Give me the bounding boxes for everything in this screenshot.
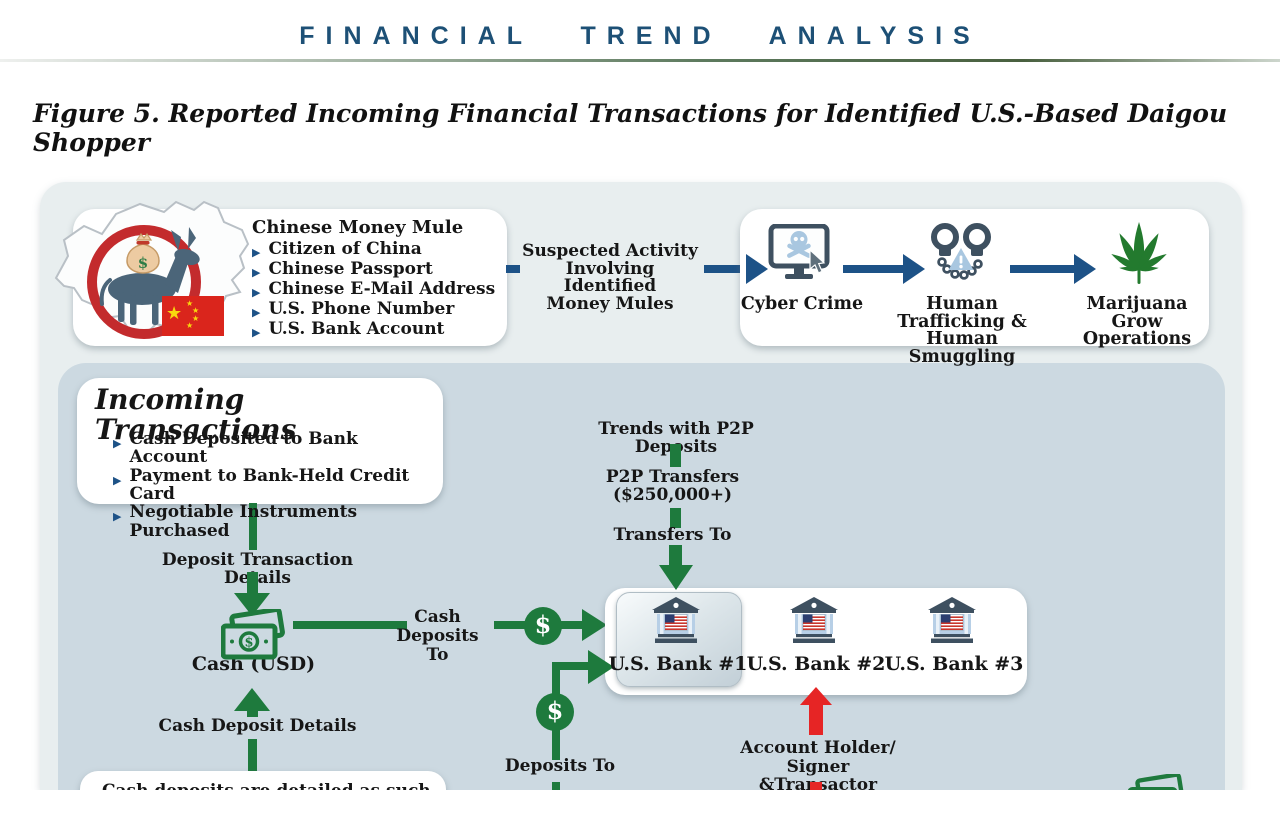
us-bank-2-label: U.S. Bank #2 [746, 653, 886, 675]
red-arrow-body [809, 703, 823, 735]
deposits-to-label: Deposits To [504, 756, 616, 776]
handcuffs-icon [931, 223, 991, 280]
header-divider [0, 59, 1280, 62]
svg-text:$: $ [138, 254, 148, 272]
us-bank-1-label: U.S. Bank #1 [608, 653, 748, 675]
bullet-icon: ▶ [252, 246, 261, 260]
bank-icon [790, 597, 838, 643]
suspected-activity-label: Suspected Activity Involving Identified … [522, 241, 698, 314]
blue-connector-dash [506, 265, 520, 273]
red-flow-line [810, 782, 822, 790]
green-flow-line [552, 729, 560, 760]
blue-arrow-line [1010, 265, 1074, 273]
svg-text:★: ★ [192, 314, 199, 323]
bullet-icon: ▶ [113, 473, 122, 487]
money-bag: $ [126, 232, 160, 274]
green-dash [670, 508, 681, 528]
green-arrowhead-down [659, 565, 693, 590]
green-flow-line [552, 782, 560, 790]
svg-text:★: ★ [166, 303, 182, 324]
green-flow-line [248, 739, 257, 772]
china-flag-icon: ★ ★ ★ ★ ★ [162, 296, 224, 336]
incoming-transactions-list: ▶ Cash Deposited to Bank Account ▶ Payme… [113, 430, 433, 540]
cash-deposit-details-label: Cash Deposit Details [158, 716, 357, 736]
bullet-icon: ▶ [252, 286, 261, 300]
blue-connector-line [704, 265, 746, 273]
blue-arrowhead [746, 254, 768, 284]
green-dash [670, 444, 681, 467]
green-arrow-body [669, 545, 682, 566]
p2p-transfers-label: P2P Transfers ($250,000+) [605, 467, 740, 505]
bank-icon [928, 597, 976, 643]
bullet-icon: ▶ [252, 266, 261, 280]
marijuana-leaf-icon [1111, 222, 1167, 284]
money-mule-title: Chinese Money Mule [252, 217, 464, 238]
figure-caption: Figure 5. Reported Incoming Financial Tr… [33, 99, 1228, 157]
mule-attribute: Chinese E-Mail Address [268, 279, 496, 300]
bullet-icon: ▶ [252, 306, 261, 320]
svg-text:★: ★ [186, 299, 193, 308]
svg-text:★: ★ [186, 321, 193, 330]
trends-p2p-label: Trends with P2P Deposits [598, 419, 754, 457]
cyber-crime-label: Cyber Crime [740, 294, 864, 314]
green-arrowhead-right [582, 609, 607, 641]
money-mule-text: Chinese Money Mule ▶ Citizen of China ▶ … [252, 218, 502, 340]
cash-icon: $ [221, 609, 285, 660]
deposit-transaction-details-label: Deposit Transaction Details [161, 550, 354, 588]
mule-attribute: Citizen of China [268, 239, 422, 260]
bottom-crop-mask [0, 790, 1280, 832]
report-header-title: FINANCIAL TREND ANALYSIS [299, 22, 981, 50]
green-flow-line [494, 621, 526, 629]
green-arrowhead-right [588, 650, 614, 684]
bullet-icon: ▶ [113, 437, 122, 450]
account-holder-label: Account Holder/ Signer &Transactor [740, 738, 896, 794]
incoming-transactions-box [77, 378, 443, 504]
cash-deposits-to-label: Cash Deposits To [396, 607, 479, 665]
incoming-item: Payment to Bank-Held Credit Card [129, 465, 410, 505]
svg-text:★: ★ [192, 306, 199, 315]
green-arrowhead-up [234, 688, 270, 711]
transfers-to-label: Transfers To [613, 525, 732, 545]
blue-arrowhead [903, 254, 925, 284]
bullet-icon: ▶ [113, 510, 122, 524]
us-bank-3-label: U.S. Bank #3 [884, 653, 1024, 675]
green-arrow-body [247, 709, 258, 717]
green-flow-line [293, 621, 407, 629]
bank-icon [652, 597, 700, 643]
incoming-transactions-title: Incoming Transactions [95, 383, 297, 447]
svg-text:$: $ [244, 636, 253, 651]
bullet-icon: ▶ [252, 326, 261, 340]
mule-attribute: Chinese Passport [268, 259, 433, 280]
blue-arrowhead [1074, 254, 1096, 284]
marijuana-grow-label: Marijuana Grow Operations [1082, 294, 1192, 349]
red-ring [87, 225, 201, 339]
dollar-circle-icon: $ [536, 693, 574, 731]
green-flow-line [560, 621, 582, 629]
green-flow-line [552, 662, 560, 702]
green-arrow-body [247, 572, 258, 595]
red-arrowhead-up [800, 687, 832, 705]
incoming-item: Cash Deposited to Bank Account [129, 429, 358, 468]
blue-arrow-line [843, 265, 903, 273]
green-flow-line [249, 503, 257, 550]
mule-attribute: U.S. Bank Account [268, 319, 445, 340]
dollar-circle-icon: $ [524, 607, 562, 645]
cyber-crime-icon [768, 224, 830, 279]
cursor-icon [809, 248, 826, 274]
mule-attribute: U.S. Phone Number [268, 299, 455, 320]
skull-crossbones [787, 231, 811, 258]
human-trafficking-label: Human Trafficking & Human Smuggling [897, 294, 1027, 367]
incoming-item: Negotiable Instruments Purchased [129, 502, 358, 541]
green-flow-line [552, 662, 592, 670]
money-mule-china-icon: $ ★ ★ ★ ★ ★ [54, 200, 250, 339]
